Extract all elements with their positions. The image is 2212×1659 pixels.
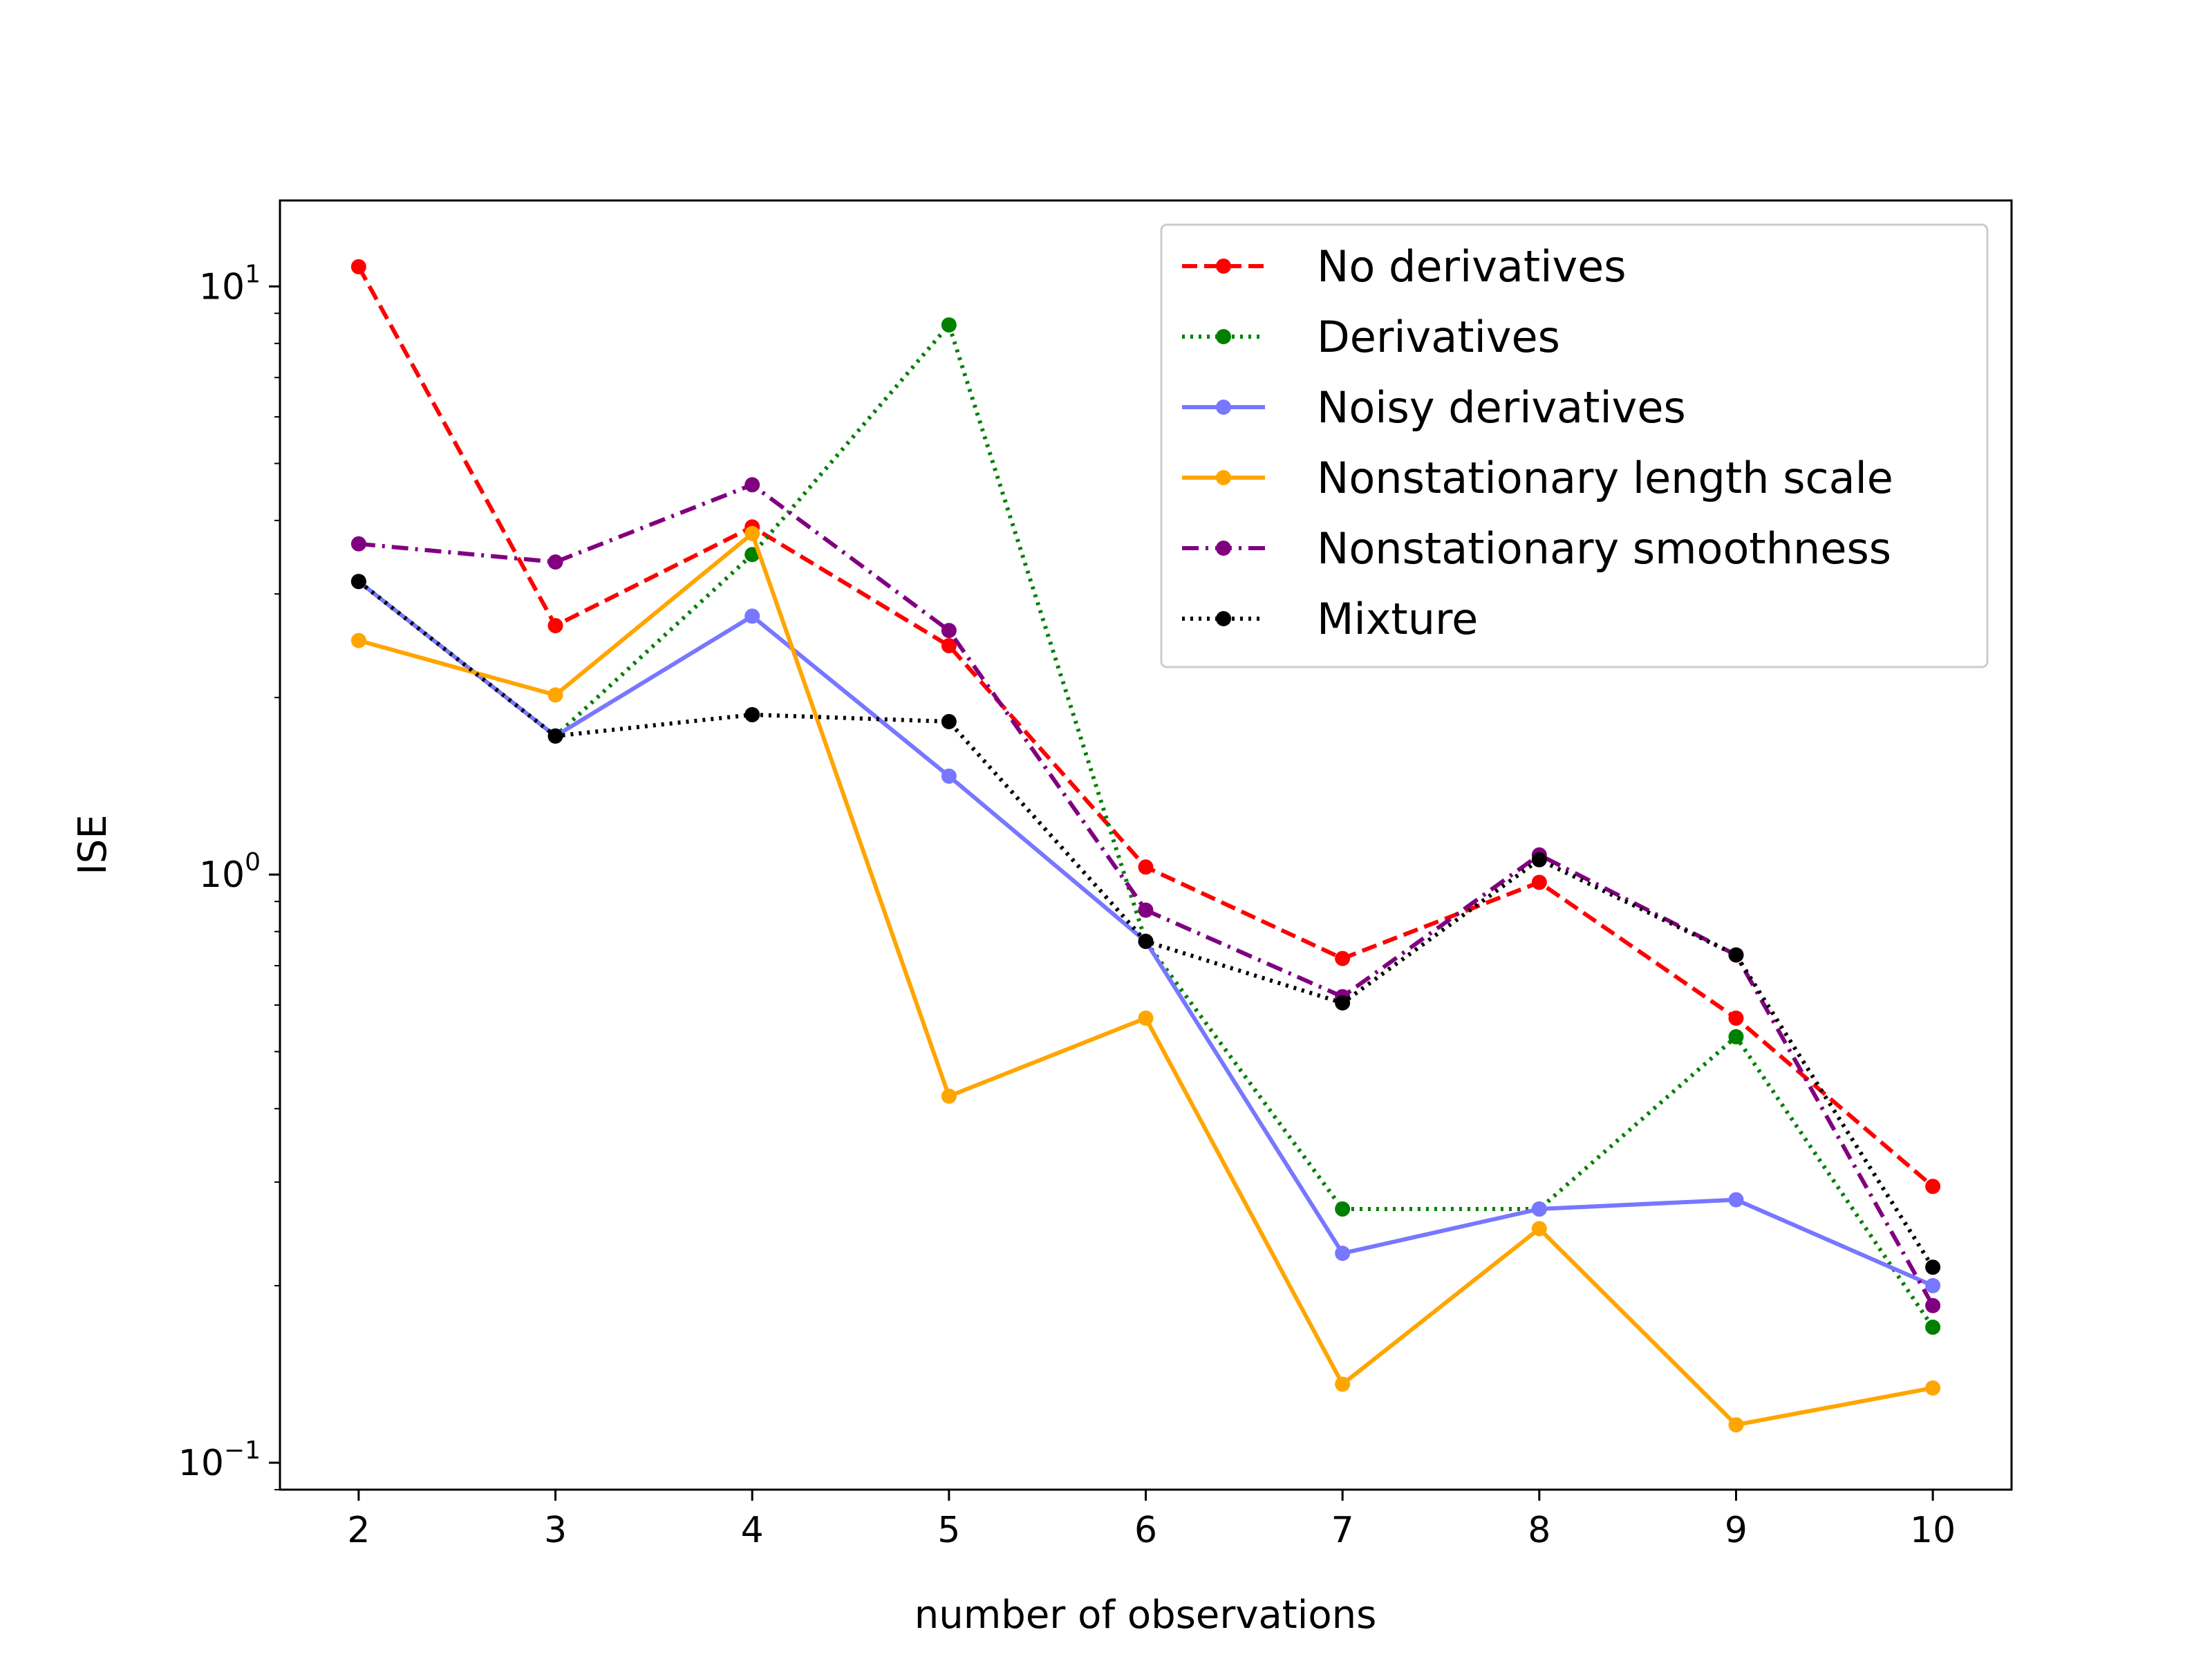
legend-item: Mixture xyxy=(1182,594,1478,644)
data-point xyxy=(1925,1259,1941,1275)
data-point xyxy=(350,574,366,590)
series-0 xyxy=(350,259,1941,1194)
legend-label: Mixture xyxy=(1317,594,1478,644)
data-point xyxy=(350,259,366,274)
data-point xyxy=(1138,859,1154,875)
series-layer xyxy=(350,259,1941,1433)
data-point xyxy=(744,547,760,563)
data-point xyxy=(1335,1201,1351,1217)
legend-item: Nonstationary smoothness xyxy=(1182,523,1891,574)
data-point xyxy=(1925,1319,1941,1335)
data-point xyxy=(941,317,957,333)
y-tick-label: 10−1 xyxy=(178,1436,261,1484)
x-tick-label: 8 xyxy=(1528,1510,1550,1551)
legend-swatch-marker xyxy=(1216,400,1231,415)
y-tick-exponent: −1 xyxy=(224,1436,261,1465)
data-point xyxy=(1531,852,1547,868)
x-tick-label: 6 xyxy=(1134,1510,1157,1551)
data-point xyxy=(1138,902,1154,918)
y-tick-label: 100 xyxy=(199,848,261,896)
data-point xyxy=(547,687,563,703)
data-point xyxy=(1728,1192,1744,1208)
x-tick-label: 7 xyxy=(1331,1510,1354,1551)
legend-item: Derivatives xyxy=(1182,312,1560,362)
data-point xyxy=(1138,933,1154,949)
data-point xyxy=(350,632,366,648)
legend-label: No derivatives xyxy=(1317,241,1627,292)
data-point xyxy=(744,525,760,541)
x-tick-label: 10 xyxy=(1910,1510,1956,1551)
data-point xyxy=(1138,1010,1154,1026)
data-point xyxy=(547,554,563,570)
data-point xyxy=(744,706,760,722)
legend-swatch-marker xyxy=(1216,329,1231,344)
legend-swatch-marker xyxy=(1216,470,1231,485)
legend: No derivatives Derivatives Noisy derivativ… xyxy=(1160,223,1989,668)
data-point xyxy=(350,536,366,552)
legend-frame xyxy=(1160,223,1989,668)
data-point xyxy=(941,638,957,654)
x-tick-label: 4 xyxy=(741,1510,764,1551)
data-point xyxy=(1335,950,1351,966)
x-axis-label: number of observations xyxy=(915,1593,1377,1638)
x-tick-label: 9 xyxy=(1725,1510,1747,1551)
data-point xyxy=(1531,874,1547,890)
x-tick-label: 5 xyxy=(937,1510,960,1551)
data-point xyxy=(1728,947,1744,963)
data-point xyxy=(1925,1380,1941,1396)
x-tick-label: 2 xyxy=(347,1510,370,1551)
data-point xyxy=(1728,1417,1744,1433)
plot-area-frame xyxy=(279,199,2013,1491)
y-axis-label: ISE xyxy=(71,814,115,874)
data-point xyxy=(1728,1029,1744,1044)
data-point xyxy=(1531,1201,1547,1217)
legend-item: No derivatives xyxy=(1182,241,1627,292)
legend-label: Nonstationary smoothness xyxy=(1317,523,1891,574)
data-point xyxy=(1335,1246,1351,1262)
data-point xyxy=(1925,1277,1941,1293)
data-point xyxy=(1728,1010,1744,1026)
data-point xyxy=(1335,995,1351,1011)
legend-item: Nonstationary length scale xyxy=(1182,453,1893,503)
y-tick-base: 10 xyxy=(199,266,245,308)
data-point xyxy=(1335,1376,1351,1392)
y-tick-exponent: 1 xyxy=(245,260,261,288)
data-point xyxy=(547,618,563,634)
data-point xyxy=(941,1088,957,1104)
x-tick-label: 3 xyxy=(544,1510,567,1551)
series-5 xyxy=(350,574,1941,1275)
data-point xyxy=(941,768,957,784)
data-point xyxy=(1925,1179,1941,1194)
x-axis-ticks: 2 3 4 5 6 7 8 9 10 xyxy=(347,1490,1956,1551)
data-point xyxy=(1925,1297,1941,1313)
y-tick-label: 101 xyxy=(199,260,261,308)
legend-swatch-marker xyxy=(1216,259,1231,274)
legend-label: Nonstationary length scale xyxy=(1317,453,1893,503)
y-tick-base: 10 xyxy=(199,854,245,896)
data-point xyxy=(744,477,760,493)
data-point xyxy=(547,728,563,744)
legend-swatch-marker xyxy=(1216,541,1231,556)
legend-label: Noisy derivatives xyxy=(1317,382,1686,433)
data-point xyxy=(941,623,957,639)
legend-label: Derivatives xyxy=(1317,312,1560,362)
y-tick-exponent: 0 xyxy=(245,848,261,877)
data-point xyxy=(1531,1221,1547,1237)
legend-item: Noisy derivatives xyxy=(1182,382,1686,433)
legend-swatch-marker xyxy=(1216,611,1231,626)
y-tick-base: 10 xyxy=(178,1443,224,1484)
series-3 xyxy=(350,525,1941,1433)
data-point xyxy=(941,713,957,729)
data-point xyxy=(744,608,760,624)
